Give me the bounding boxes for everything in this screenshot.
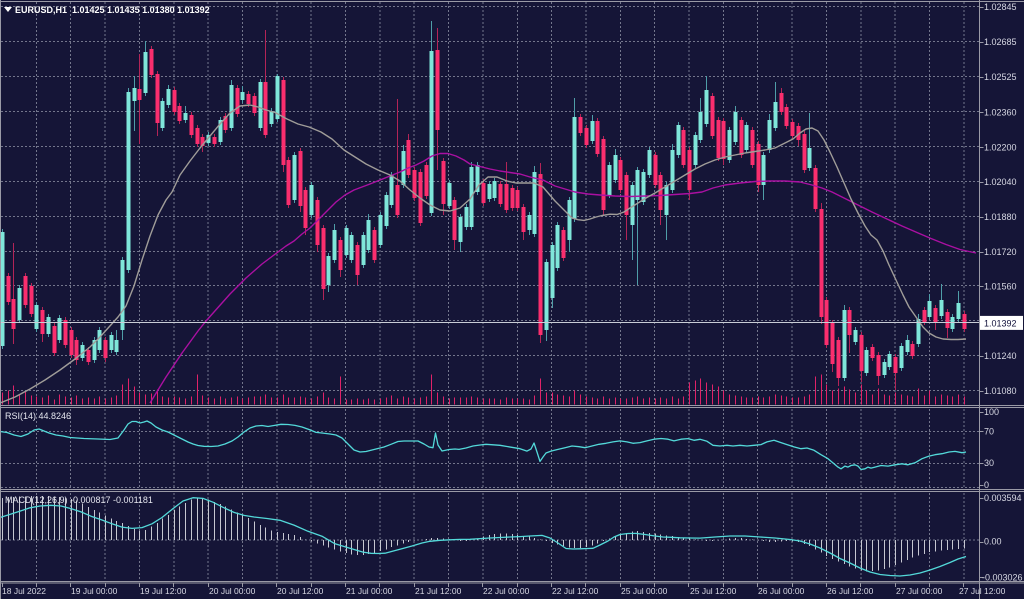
svg-text:18 Jul 2022: 18 Jul 2022 [2, 586, 46, 596]
svg-text:25 Jul 12:00: 25 Jul 12:00 [690, 586, 737, 596]
svg-text:21 Jul 12:00: 21 Jul 12:00 [415, 586, 462, 596]
svg-text:MACD(12,26,9) -0.000817 -0.001: MACD(12,26,9) -0.000817 -0.001181 [5, 495, 153, 505]
svg-text:21 Jul 00:00: 21 Jul 00:00 [346, 586, 393, 596]
svg-text:1.01880: 1.01880 [984, 212, 1017, 222]
svg-text:1.01080: 1.01080 [984, 386, 1017, 396]
svg-text:1.02040: 1.02040 [984, 177, 1017, 187]
svg-text:1.01720: 1.01720 [984, 247, 1017, 257]
svg-text:1.02525: 1.02525 [984, 72, 1017, 82]
svg-text:26 Jul 00:00: 26 Jul 00:00 [758, 586, 805, 596]
svg-text:19 Jul 00:00: 19 Jul 00:00 [71, 586, 118, 596]
svg-text:30: 30 [984, 458, 994, 468]
svg-text:0.003594: 0.003594 [984, 493, 1022, 503]
svg-text:22 Jul 12:00: 22 Jul 12:00 [552, 586, 599, 596]
svg-text:20 Jul 12:00: 20 Jul 12:00 [277, 586, 324, 596]
svg-text:1.02360: 1.02360 [984, 108, 1017, 118]
svg-text:1.01240: 1.01240 [984, 351, 1017, 361]
svg-text:22 Jul 00:00: 22 Jul 00:00 [483, 586, 530, 596]
svg-text:25 Jul 00:00: 25 Jul 00:00 [621, 586, 668, 596]
svg-text:1.02200: 1.02200 [984, 142, 1017, 152]
svg-text:0: 0 [984, 480, 989, 490]
svg-text:19 Jul 12:00: 19 Jul 12:00 [140, 586, 187, 596]
svg-text:RSI(14) 44.8246: RSI(14) 44.8246 [5, 411, 71, 421]
svg-text:1.01392: 1.01392 [984, 318, 1017, 328]
svg-text:1.02685: 1.02685 [984, 37, 1017, 47]
svg-text:1.01560: 1.01560 [984, 282, 1017, 292]
svg-text:27 Jul 12:00: 27 Jul 12:00 [959, 586, 1006, 596]
svg-text:EURUSD,H1 1.01425 1.01435 1.0: EURUSD,H1 1.01425 1.01435 1.01380 1.0139… [15, 5, 210, 15]
svg-text:-0.003026: -0.003026 [982, 572, 1023, 582]
svg-text:0.00: 0.00 [984, 537, 1002, 547]
svg-text:20 Jul 00:00: 20 Jul 00:00 [209, 586, 256, 596]
svg-text:26 Jul 12:00: 26 Jul 12:00 [827, 586, 874, 596]
svg-text:70: 70 [984, 427, 994, 437]
svg-text:100: 100 [984, 407, 999, 417]
svg-text:1.02845: 1.02845 [984, 2, 1017, 12]
svg-text:27 Jul 00:00: 27 Jul 00:00 [896, 586, 943, 596]
